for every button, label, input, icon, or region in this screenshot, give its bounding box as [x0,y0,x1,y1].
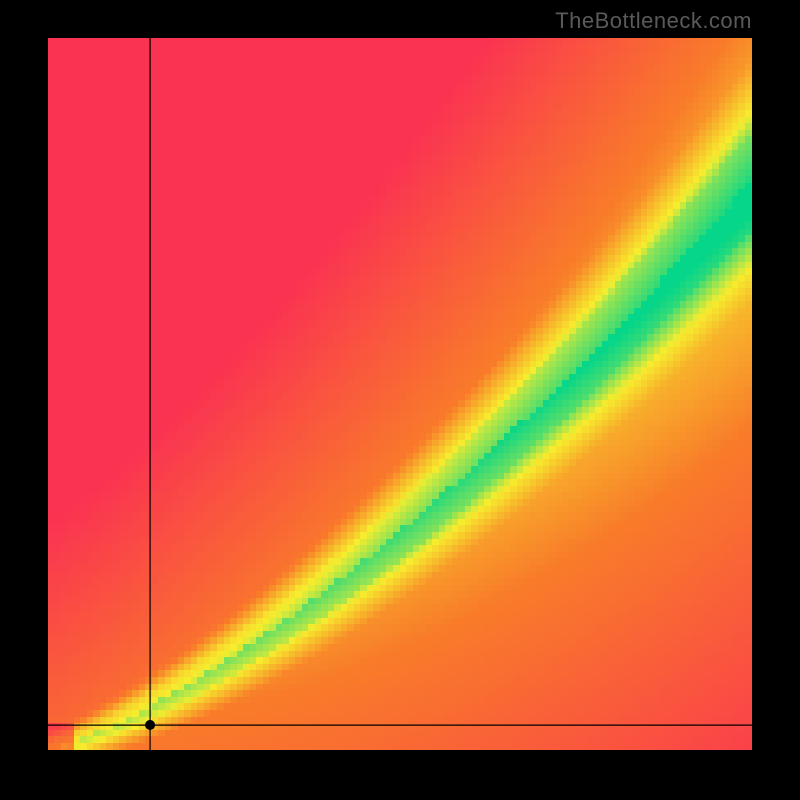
watermark-text: TheBottleneck.com [555,8,752,34]
heatmap-canvas [48,38,752,750]
chart-container: TheBottleneck.com [0,0,800,800]
